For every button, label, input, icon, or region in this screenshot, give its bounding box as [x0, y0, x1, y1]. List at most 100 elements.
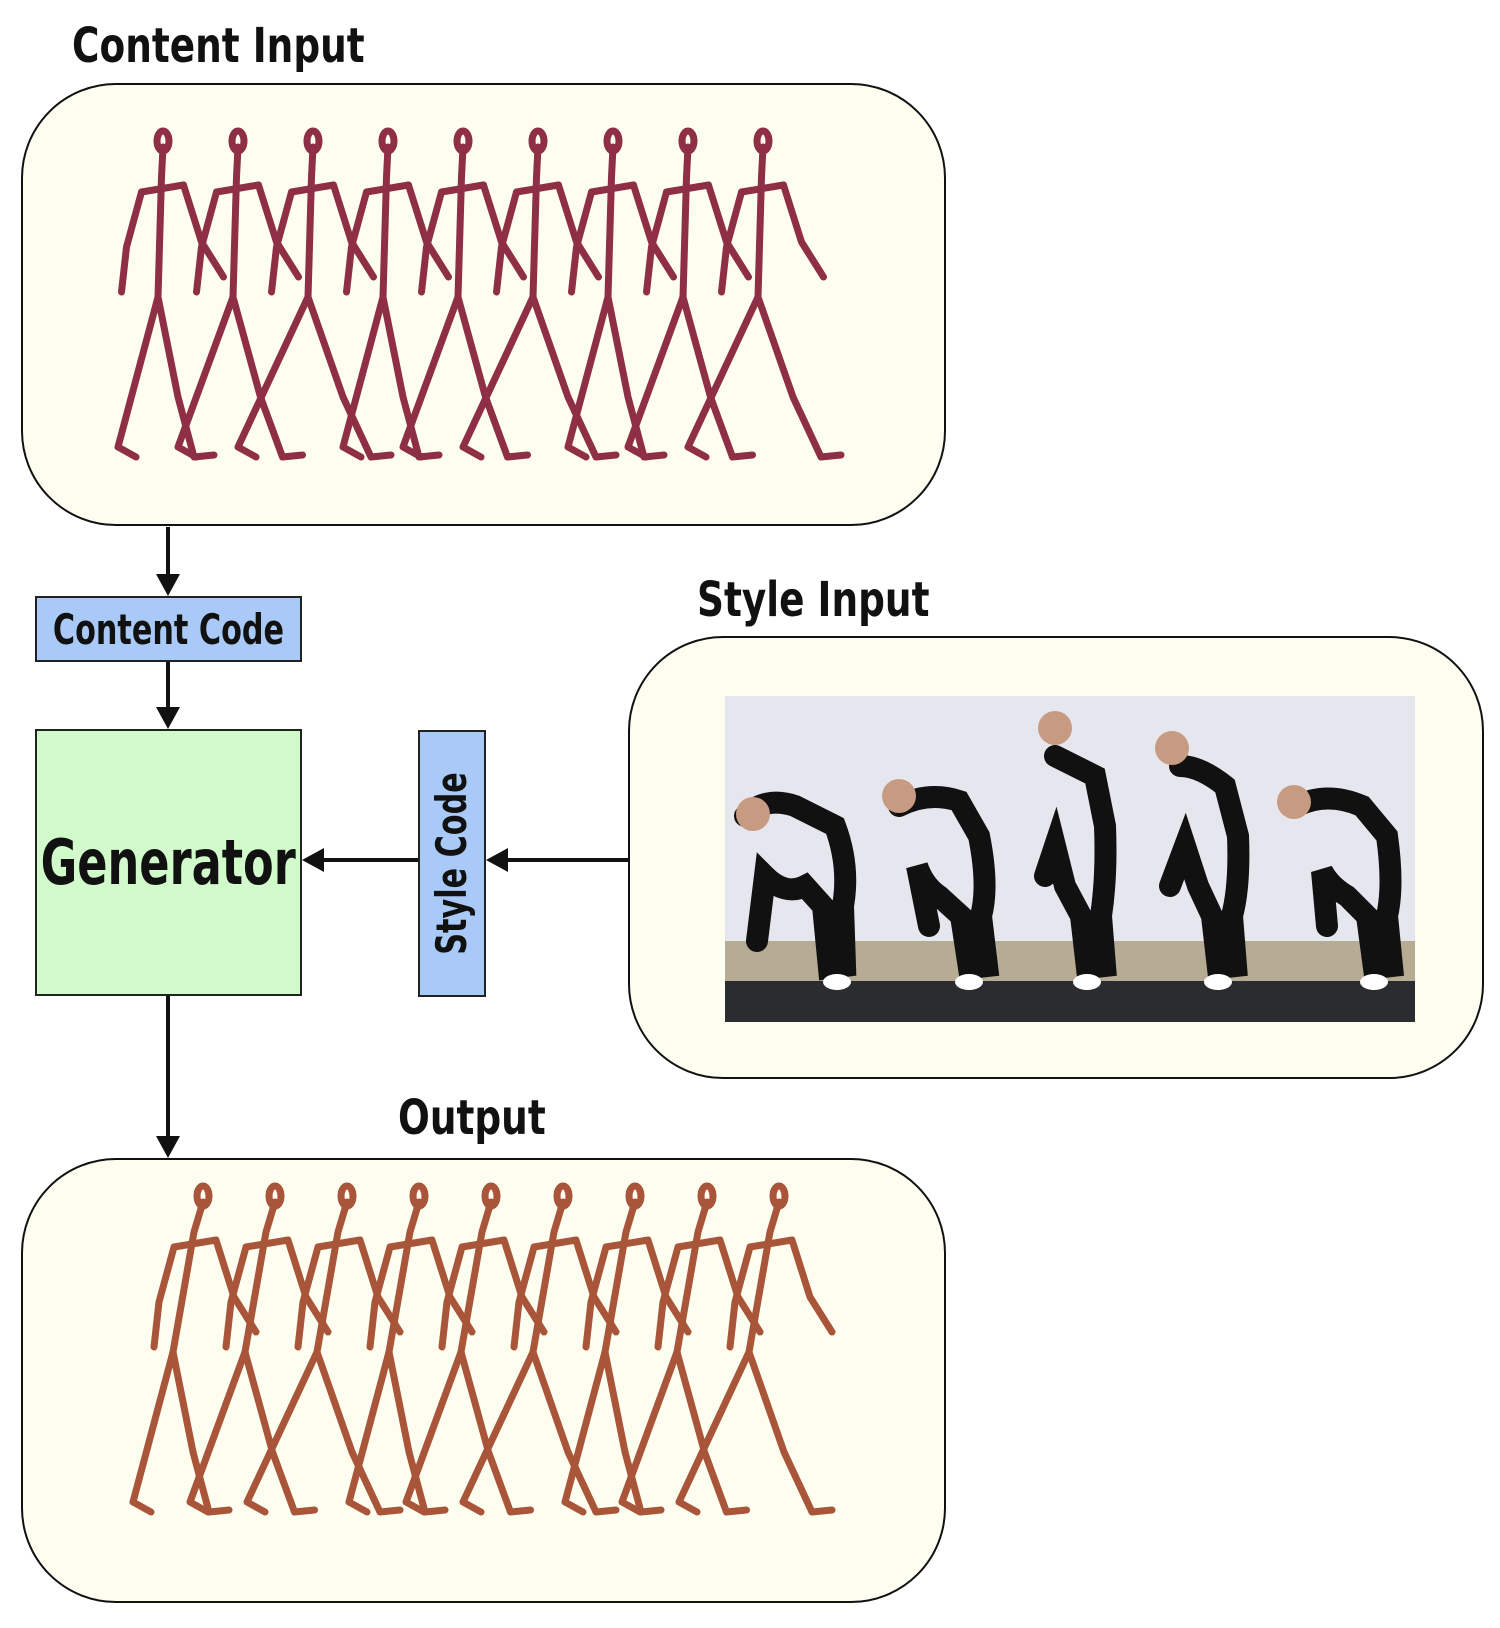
video-frame-3: [1015, 696, 1140, 1022]
video-frame-5: [1272, 696, 1415, 1022]
output-skeleton-limb: [438, 1243, 466, 1351]
output-skeleton-head: [193, 1182, 213, 1210]
video-frame-4: [1140, 696, 1272, 1022]
style-video-frames: [725, 696, 1415, 1022]
output-skeleton-limb: [601, 1198, 639, 1356]
content-skeleton-limb: [438, 181, 487, 196]
output-skeleton-limb: [294, 1243, 322, 1351]
output-skeleton-limb: [561, 1348, 609, 1516]
content-skeleton-head: [228, 127, 248, 155]
output-skeleton-limb: [314, 1236, 364, 1251]
output-skeleton-limb: [169, 1348, 233, 1516]
content-skeleton-limb: [193, 188, 220, 296]
output-skeleton-limb: [170, 1236, 220, 1251]
content-skeleton-sequence: [114, 127, 845, 461]
content-skeleton-head: [678, 127, 698, 155]
style-code-label: Style Code: [427, 772, 477, 955]
content-skeleton-limb: [568, 188, 595, 296]
content-skeleton-limb: [268, 188, 295, 296]
content-skeleton-head: [753, 127, 773, 155]
output-skeleton-head: [409, 1182, 429, 1210]
output-skeleton-limb: [675, 1348, 753, 1516]
output-skeleton-limb: [654, 1243, 682, 1351]
output-skeleton-limb: [150, 1243, 178, 1351]
content-skeleton-limb: [718, 188, 745, 296]
content-skeleton-limb: [229, 143, 242, 301]
output-skeleton-limb: [241, 1198, 279, 1356]
output-skeleton-limb: [745, 1198, 783, 1356]
output-skeleton-limb: [242, 1236, 292, 1251]
content-skeleton-head: [303, 127, 323, 155]
output-skeleton-limb: [745, 1348, 836, 1516]
output-skeleton-sequence: [129, 1182, 836, 1516]
output-skeleton-head: [625, 1182, 645, 1210]
output-skeleton-limb: [529, 1348, 620, 1516]
content-skeleton-limb: [663, 181, 712, 196]
content-skeleton-limb: [738, 181, 787, 196]
content-skeleton-limb: [454, 143, 467, 301]
output-skeleton-limb: [673, 1348, 750, 1516]
content-skeleton-limb: [229, 293, 306, 461]
content-skeleton-limb: [604, 143, 617, 301]
content-skeleton-limb: [493, 188, 520, 296]
output-skeleton-limb: [458, 1236, 508, 1251]
video-frame-2: [869, 696, 1015, 1022]
content-skeleton-limb: [624, 293, 687, 461]
output-skeleton-limb: [222, 1243, 250, 1351]
content-skeleton-limb: [288, 181, 337, 196]
style-code-block: Style Code: [418, 730, 486, 997]
content-skeleton-limb: [154, 143, 167, 301]
content-skeleton-limb: [379, 143, 392, 301]
content-code-block: Content Code: [35, 596, 302, 662]
content-skeleton-limb: [513, 181, 562, 196]
content-skeleton-limb: [174, 293, 237, 461]
output-skeleton-limb: [402, 1348, 465, 1516]
content-skeleton-head: [528, 127, 548, 155]
output-skeleton-limb: [169, 1198, 207, 1356]
content-skeleton-limb: [118, 188, 145, 296]
content-skeleton-head: [378, 127, 398, 155]
output-skeleton-limb: [313, 1198, 351, 1356]
content-code-label: Content Code: [52, 604, 285, 654]
content-skeleton-head: [453, 127, 473, 155]
output-skeleton-limb: [457, 1198, 495, 1356]
output-skeleton-limb: [345, 1348, 393, 1516]
content-skeleton-limb: [418, 188, 445, 296]
generator-block: Generator: [35, 729, 302, 996]
content-skeleton-limb: [454, 293, 531, 461]
content-skeleton-limb: [213, 181, 262, 196]
content-skeleton-limb: [679, 293, 756, 461]
output-skeleton-head: [553, 1182, 573, 1210]
content-skeleton-limb: [679, 143, 692, 301]
output-skeleton-limb: [788, 1236, 836, 1336]
content-skeleton-limb: [643, 188, 670, 296]
output-skeleton-limb: [529, 1198, 567, 1356]
output-skeleton-limb: [673, 1198, 711, 1356]
content-skeleton-limb: [363, 181, 412, 196]
content-input-title: Content Input: [72, 18, 365, 74]
content-skeleton-limb: [114, 293, 162, 461]
content-skeleton-head: [603, 127, 623, 155]
content-skeleton-limb: [529, 143, 542, 301]
content-skeleton-limb: [343, 188, 370, 296]
output-skeleton-limb: [186, 1348, 249, 1516]
output-skeleton-limb: [746, 1236, 796, 1251]
content-skeleton-limb: [304, 293, 395, 461]
content-skeleton-limb: [138, 181, 187, 196]
content-skeleton-limb: [399, 293, 462, 461]
output-skeleton-limb: [313, 1348, 404, 1516]
video-frame-1: [725, 696, 869, 1022]
output-skeleton-limb: [385, 1348, 449, 1516]
output-skeleton-limb: [674, 1236, 724, 1251]
content-skeleton-limb: [234, 293, 312, 461]
content-skeleton-limb: [339, 293, 387, 461]
content-skeleton-limb: [304, 143, 317, 301]
output-skeleton-limb: [459, 1348, 537, 1516]
content-skeleton-limb: [588, 181, 637, 196]
output-skeleton-head: [697, 1182, 717, 1210]
output-skeleton-head: [481, 1182, 501, 1210]
content-skeleton-limb: [564, 293, 612, 461]
output-title: Output: [398, 1090, 546, 1146]
output-skeleton-limb: [510, 1243, 538, 1351]
generator-label: Generator: [40, 826, 297, 899]
